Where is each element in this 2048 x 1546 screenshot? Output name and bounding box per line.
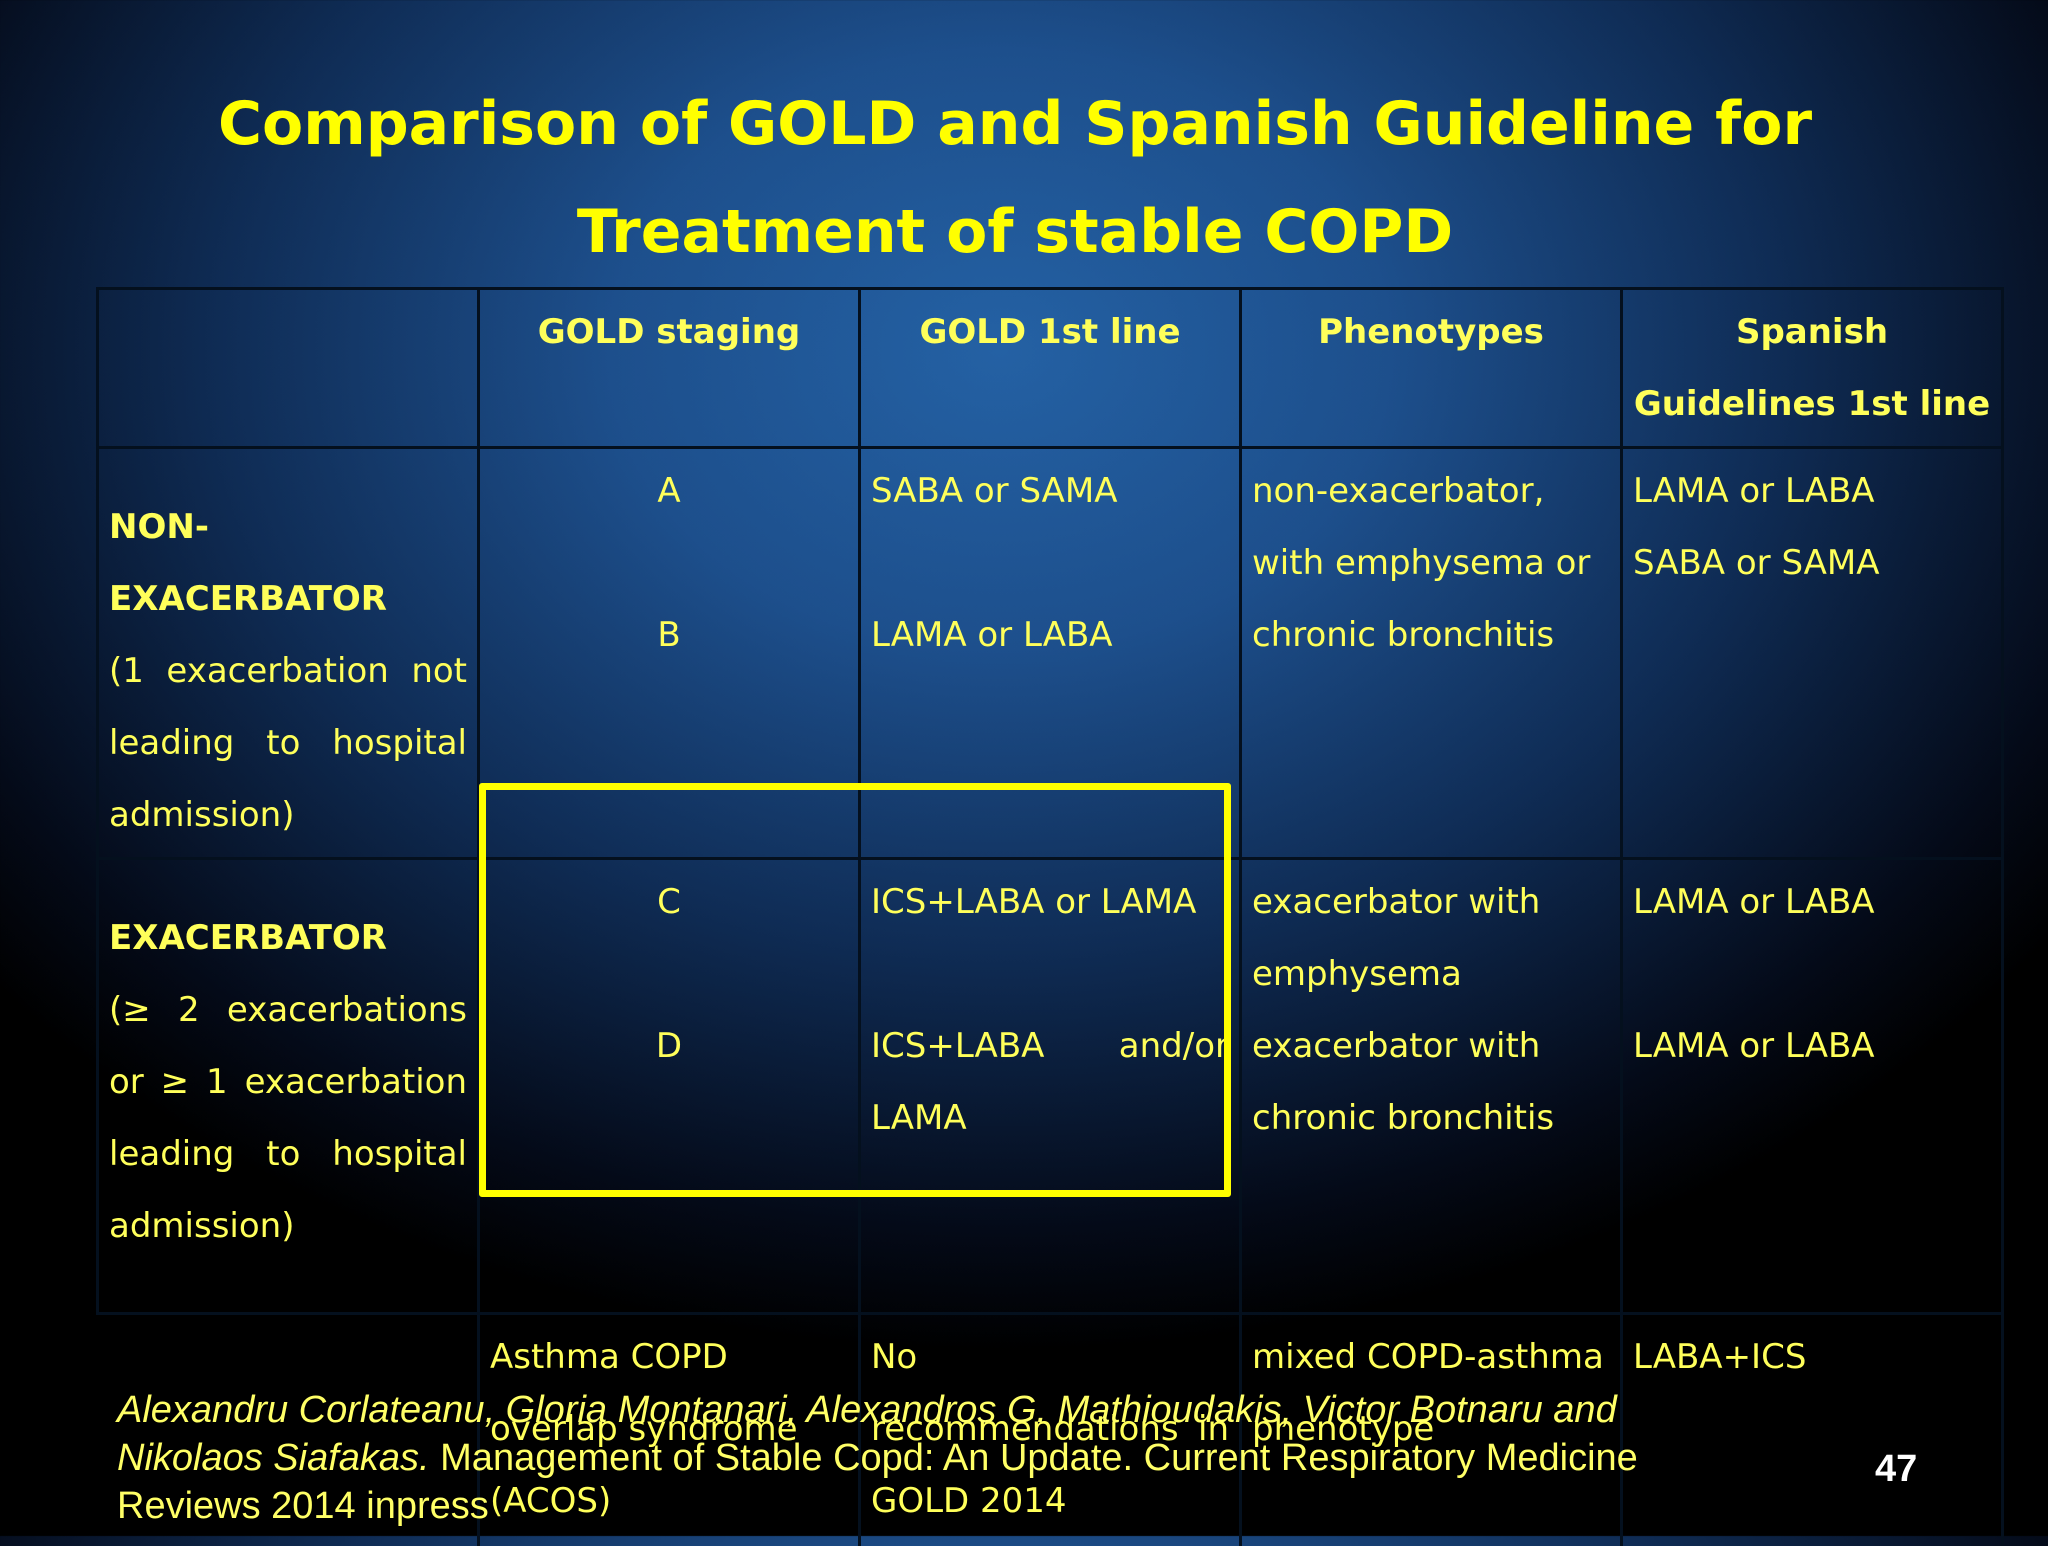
- gold-first-line-d: ICS+LABA and/or LAMA: [871, 1026, 1229, 1138]
- row-label-exacerbator: EXACERBATOR (≥ 2 exacerbations or ≥ 1 ex…: [96, 857, 480, 1315]
- header-gold-first-line: GOLD 1st line: [858, 287, 1242, 449]
- gold-first-line-cell: ICS+LABA or LAMA ICS+LABA and/or LAMA: [858, 857, 1242, 1315]
- spanish-first-line-1: LAMA or LABA: [1633, 471, 1875, 511]
- title-line-1: Comparison of GOLD and Spanish Guideline…: [217, 89, 1813, 159]
- stage-a: A: [657, 471, 681, 511]
- table-row: Asthma COPD overlap syndrome (ACOS) No r…: [97, 1312, 2004, 1545]
- phenotype-chronic-bronchitis: exacerbator with chronic bronchitis: [1252, 1026, 1555, 1138]
- phenotypes-cell: exacerbator with emphysema exacerbator w…: [1239, 857, 1623, 1315]
- comparison-table: GOLD staging GOLD 1st line Phenotypes Sp…: [96, 287, 2004, 1546]
- slide-title: Comparison of GOLD and Spanish Guideline…: [0, 70, 2030, 286]
- row-label-description: (≥ 2 exacerbations or ≥ 1 exacerbation l…: [109, 990, 467, 1246]
- citation-reference: Management of Stable Copd: An Update. Cu…: [117, 1437, 1638, 1527]
- gold-first-line-b: LAMA or LABA: [871, 615, 1113, 655]
- gold-first-line-cell: SABA or SAMA LAMA or LABA: [858, 446, 1242, 860]
- citation: Alexandru Corlateanu, Gloria Montanari, …: [117, 1386, 1757, 1530]
- spanish-first-line-cell: LAMA or LABA SABA or SAMA: [1620, 446, 2004, 860]
- row-label-empty: [97, 1312, 480, 1545]
- spanish-first-line-d: LAMA or LABA: [1633, 1026, 1875, 1066]
- row-label-description: (1 exacerbation not leading to hospital …: [109, 651, 467, 835]
- citation-authors: Alexandru Corlateanu, Gloria Montanari, …: [117, 1389, 1617, 1479]
- header-spanish-first-line: Spanish Guidelines 1st line: [1620, 287, 2004, 449]
- gold-staging-cell: C D: [477, 857, 861, 1315]
- row-label-non-exacerbator: NON-EXACERBATOR (1 exacerbation not lead…: [96, 446, 480, 860]
- title-line-2: Treatment of stable COPD: [576, 197, 1454, 267]
- table-row: NON-EXACERBATOR (1 exacerbation not lead…: [96, 446, 2004, 860]
- phenotype-emphysema: exacerbator with emphysema: [1252, 882, 1541, 994]
- header-phenotypes: Phenotypes: [1239, 287, 1623, 449]
- spanish-first-line-cell: LABA+ICS: [1620, 1312, 2004, 1545]
- phenotypes-cell: non-exacerbator, with emphysema or chron…: [1239, 446, 1623, 860]
- spanish-first-line-2: SABA or SAMA: [1633, 543, 1880, 583]
- gold-staging-cell: A B: [477, 446, 861, 860]
- row-label-title: EXACERBATOR: [109, 918, 387, 958]
- page-number: 47: [1875, 1448, 1918, 1490]
- gold-first-line-a: SABA or SAMA: [871, 471, 1118, 511]
- header-cell-empty: [96, 287, 480, 449]
- stage-c: C: [657, 882, 681, 922]
- stage-d: D: [655, 1026, 683, 1066]
- phenotypes-cell: mixed COPD-asthma phenotype: [1239, 1312, 1623, 1545]
- phenotype-mixed: mixed COPD-asthma phenotype: [1252, 1337, 1604, 1449]
- spanish-first-line-c: LAMA or LABA: [1633, 882, 1875, 922]
- header-gold-staging: GOLD staging: [477, 287, 861, 449]
- spanish-first-line-cell: LAMA or LABA LAMA or LABA: [1620, 857, 2004, 1315]
- gold-staging-cell: Asthma COPD overlap syndrome (ACOS): [477, 1312, 861, 1545]
- stage-b: B: [657, 615, 681, 655]
- gold-first-line-acos: No recommendations in GOLD 2014: [871, 1337, 1229, 1521]
- phenotype-text: non-exacerbator, with emphysema or chron…: [1252, 471, 1591, 655]
- gold-first-line-c: ICS+LABA or LAMA: [871, 882, 1197, 922]
- row-label-title: NON-EXACERBATOR: [109, 507, 387, 619]
- gold-first-line-cell: No recommendations in GOLD 2014: [858, 1312, 1242, 1545]
- spanish-first-line-acos: LABA+ICS: [1633, 1337, 1807, 1377]
- table-row: EXACERBATOR (≥ 2 exacerbations or ≥ 1 ex…: [96, 857, 2004, 1315]
- table-header-row: GOLD staging GOLD 1st line Phenotypes Sp…: [96, 287, 2004, 449]
- stage-acos: Asthma COPD overlap syndrome (ACOS): [490, 1337, 798, 1521]
